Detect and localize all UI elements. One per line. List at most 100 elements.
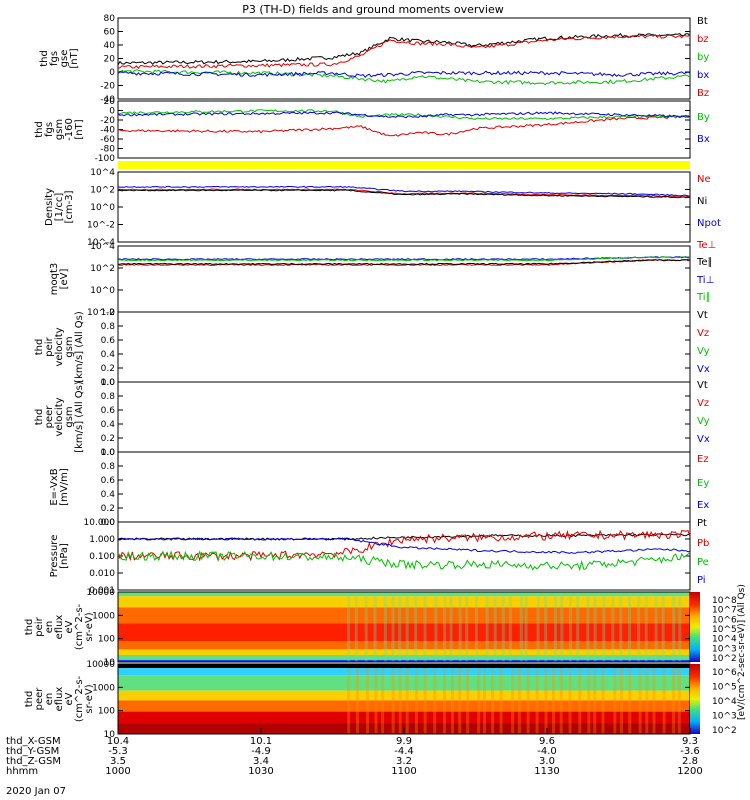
- heatmap-stripe: [553, 592, 557, 662]
- heatmap-stripe: [645, 664, 649, 734]
- colorbar-tick-label: 10^8: [712, 596, 737, 606]
- heatmap-stripe: [652, 664, 656, 734]
- colorbar-label: [eV/(cm^2-sec-sr-eV)] (All Qs): [737, 584, 747, 720]
- heatmap-stripe: [593, 592, 597, 662]
- heatmap-stripe: [508, 592, 512, 662]
- series-bx: [117, 70, 691, 78]
- series-Te∥: [117, 259, 691, 266]
- x-tick-label: 1000: [105, 766, 130, 777]
- series-Bx: [117, 111, 691, 119]
- heatmap-stripe: [443, 592, 447, 662]
- x-tick-label: 9.9: [396, 736, 412, 747]
- legend-Vy: Vy: [697, 346, 710, 357]
- heatmap-stripe: [501, 592, 505, 662]
- heatmap-stripe: [519, 592, 523, 662]
- y-axis-label-line: sr-eV): [84, 684, 95, 713]
- heatmap-stripe: [638, 664, 642, 734]
- panel-3: 10^4 10^2 10^0 10^-2 10^-4 Density [1/cc] [cm-3…: [44, 168, 721, 248]
- x-tick-label: -3.6: [680, 746, 700, 757]
- legend-by: by: [697, 52, 709, 63]
- y-tick-label: -20: [100, 82, 115, 92]
- y-tick-label: 0: [109, 68, 115, 78]
- heatmap-stripe: [511, 664, 515, 734]
- heatmap-band: [118, 655, 690, 660]
- heatmap-band: [118, 592, 690, 597]
- heatmap-stripe: [654, 592, 658, 662]
- series-Pe: [117, 550, 691, 572]
- heatmap-stripe: [620, 664, 624, 734]
- yellow-status-bar: [118, 161, 690, 169]
- y-axis-label-line: Density: [44, 188, 55, 226]
- heatmap-stripe: [559, 664, 563, 734]
- heatmap-stripe: [381, 664, 385, 734]
- y-tick-label: 10^-4: [87, 238, 115, 248]
- heatmap-stripe: [364, 592, 368, 662]
- x-tick-label: 10.1: [250, 736, 272, 747]
- heatmap-stripe: [474, 592, 478, 662]
- heatmap-stripe: [347, 664, 351, 734]
- panel-1: 80 60 40 20 0 -20 -40 thd fgs gse [nT] Bt bz by bx: [39, 14, 709, 105]
- x-tick-label: 3.4: [253, 756, 269, 767]
- y-tick-label: 10^0: [90, 286, 115, 296]
- x-tick-label: 3.5: [110, 756, 126, 767]
- series-By: [117, 109, 691, 121]
- y-axis-label-line: eflux: [54, 615, 65, 640]
- y-tick-label: 0.6: [101, 476, 116, 486]
- heatmap-stripe: [391, 592, 395, 662]
- y-axis-label-line: eV: [64, 620, 75, 633]
- y-tick-label: 10^4: [90, 242, 115, 252]
- y-axis-label-line: [km/s] (All Qs): [74, 311, 85, 383]
- series-Ti∥: [117, 256, 691, 262]
- panel-8: 10.000 1.000 0.100 0.010 0.001 Pressure [nPa] P…: [49, 518, 709, 596]
- legend-Bx: Bx: [697, 134, 710, 145]
- legend-By: By: [697, 112, 710, 123]
- y-tick-label: 0.2: [101, 504, 115, 514]
- y-tick-label: 20: [104, 55, 116, 65]
- x-tick-label: 9.6: [539, 736, 555, 747]
- heatmap-stripe: [423, 592, 427, 662]
- heatmap-stripe: [628, 664, 632, 734]
- x-row-label: hhmm: [6, 766, 38, 777]
- y-tick-label: -60: [100, 135, 115, 145]
- heatmap-stripe: [465, 592, 469, 662]
- y-axis-label-line: gsm: [64, 406, 75, 427]
- heatmap-stripe: [373, 592, 377, 662]
- series-Npot: [117, 185, 691, 197]
- heatmap-stripe: [434, 592, 438, 662]
- heatmap-stripe: [398, 592, 402, 662]
- series-Ni: [117, 189, 691, 199]
- legend-Pi: Pi: [697, 575, 706, 586]
- legend-Vz: Vz: [697, 398, 709, 409]
- y-tick-label: 0: [109, 107, 115, 117]
- y-axis-label-line: Pressure: [49, 535, 60, 578]
- y-axis-label-line: (cm^2-s-: [74, 675, 85, 722]
- y-tick-label: 0.4: [101, 350, 116, 360]
- y-tick-label: 80: [104, 14, 116, 24]
- y-axis-label-line: (cm^2-s-: [74, 603, 85, 650]
- colorbar-tick-label: 10^5: [712, 683, 737, 693]
- panel-10: 10000 1000 100 10 thd peer en eflux eV (cm^2-s-sr…: [24, 660, 691, 740]
- heatmap-stripe: [613, 664, 617, 734]
- legend-Pb: Pb: [697, 538, 709, 549]
- y-tick-label: 10^-2: [87, 308, 115, 318]
- heatmap-stripe: [672, 592, 676, 662]
- heatmap-stripe: [491, 664, 495, 734]
- series-Pb: [117, 529, 691, 562]
- legend-Vz: Vz: [697, 328, 709, 339]
- legend-Ne: Ne: [697, 174, 711, 185]
- y-axis-label-line: en: [44, 693, 55, 706]
- heatmap-stripe: [662, 664, 666, 734]
- y-tick-label: 1.000: [89, 535, 115, 545]
- legend-bx: bx: [697, 70, 709, 81]
- legend-Te∥: Te∥: [696, 257, 713, 268]
- legend-Ni: Ni: [697, 196, 707, 207]
- colorbar-upper: [690, 592, 700, 662]
- x-axis-labels: thd_X-GSM 10.4 10.1 9.9 9.6 9.3 thd_Y-GSM -5.3 -…: [6, 728, 703, 777]
- heatmap-stripe: [499, 664, 503, 734]
- heatmap-stripe: [576, 592, 580, 662]
- y-tick-label: 0.2: [101, 434, 115, 444]
- heatmap-stripe: [628, 592, 632, 662]
- colorbar-tick-label: 10^6: [712, 615, 737, 625]
